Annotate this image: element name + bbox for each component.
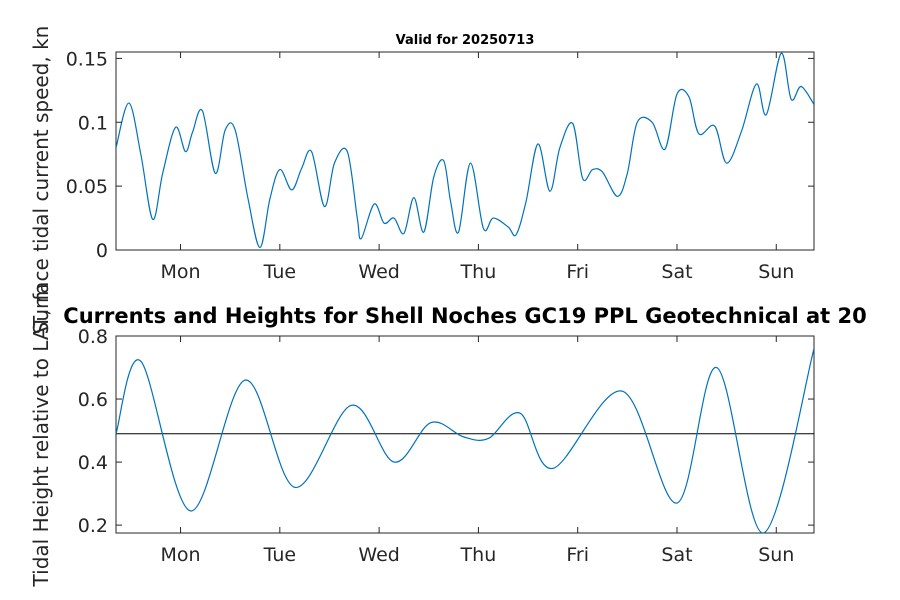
current-speed-x-tick-label: Wed [358,261,399,283]
tidal-height-x-tick-label: Tue [263,544,296,566]
current-speed-x-tick-label: Thu [460,261,497,283]
current-speed-x-tick-label: Sat [661,261,692,283]
tidal-height-y-tick-label: 0.4 [78,452,108,474]
tidal-height-x-tick-label: Fri [566,544,589,566]
tidal-height-x-tick-label: Mon [161,544,201,566]
tidal-height-y-axis-label: Tidal Height relative to LAT, m [29,284,53,588]
tidal-height-series-line [116,348,814,533]
tidal-height-x-tick-label: Sun [758,544,794,566]
current-speed-x-tick-label: Sun [758,261,794,283]
current-speed-y-tick-label: 0.05 [66,176,108,198]
current-speed-y-tick-label: 0.1 [78,112,108,134]
current-speed-x-ticks: Mon Tue Wed Thu Fri Sat Sun [161,52,794,283]
tidal-height-panel: Mon Tue Wed Thu Fri Sat Sun 0.2 0.4 0.6 0.8 [78,326,815,566]
current-speed-y-tick-label: 0 [96,240,108,262]
tidal-height-y-tick-label: 0.6 [78,389,108,411]
current-speed-series-group [116,52,814,249]
tidal-height-y-tick-label: 0.8 [78,326,108,348]
tidal-height-y-tick-label: 0.2 [78,515,108,537]
current-speed-x-tick-label: Tue [263,261,296,283]
tidal-height-x-tick-label: Sat [661,544,692,566]
tidal-height-x-tick-label: Wed [358,544,399,566]
current-speed-y-axis-label: Surface tidal current speed, kn [29,26,53,335]
tidal-height-series-group [116,348,814,533]
tidal-height-title: Currents and Heights for Shell Noches GC… [63,304,866,328]
tidal-height-y-ticks: 0.2 0.4 0.6 0.8 [78,326,814,537]
current-speed-panel: Mon Tue Wed Thu Fri Sat Sun 0 0.05 0.1 0.15 Valid… [66,33,815,283]
current-speed-series-line [116,52,814,249]
current-speed-x-tick-label: Fri [566,261,589,283]
tidal-height-x-tick-label: Thu [460,544,497,566]
current-speed-x-tick-label: Mon [161,261,201,283]
tidal-height-x-ticks: Mon Tue Wed Thu Fri Sat Sun [161,336,794,566]
current-speed-y-tick-label: 0.15 [66,48,108,70]
current-speed-axes [115,51,815,251]
current-speed-title: Valid for 20250713 [396,33,535,48]
current-speed-y-ticks: 0 0.05 0.1 0.15 [66,48,814,262]
tidal-height-axes [115,335,815,534]
